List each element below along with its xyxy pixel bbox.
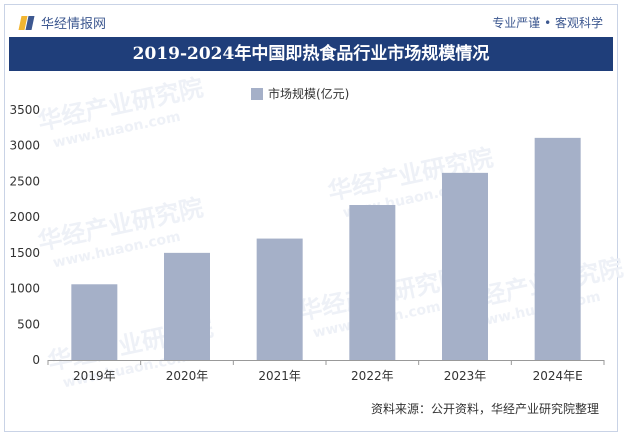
bar-2 <box>256 238 303 360</box>
bar-4 <box>442 172 488 360</box>
x-tick-label: 2019年 <box>73 369 116 383</box>
top-bar: 华经情报网 专业严谨 • 客观科学 <box>5 5 617 39</box>
x-tick-label: 2023年 <box>444 369 487 383</box>
x-tick-label: 2020年 <box>166 369 209 383</box>
x-tick-label: 2022年 <box>351 369 394 383</box>
y-tick-label: 0 <box>32 353 40 367</box>
legend-swatch <box>251 87 263 100</box>
x-tick-label: 2021年 <box>258 369 301 383</box>
y-tick-label: 1500 <box>9 246 40 260</box>
bar-3 <box>349 205 396 360</box>
y-tick-label: 3500 <box>9 103 40 117</box>
x-axis: 2019年 2020年 2021年 2022年 2023年 2024年E <box>47 360 605 383</box>
y-tick-label: 500 <box>17 317 40 331</box>
legend-label: 市场规模(亿元) <box>268 87 350 101</box>
bar-5 <box>534 137 581 360</box>
y-tick-label: 1000 <box>9 282 40 296</box>
source-note: 资料来源：公开资料，华经产业研究院整理 <box>370 402 599 416</box>
x-tick-label: 2024年E <box>533 369 583 383</box>
bars <box>71 137 581 360</box>
brand-name: 华经情报网 <box>41 17 107 32</box>
bar-1 <box>164 252 210 360</box>
brand: 华经情报网 <box>18 13 107 32</box>
slogan: 专业严谨 • 客观科学 <box>492 16 603 30</box>
y-tick-label: 2000 <box>9 210 40 224</box>
y-axis: 0 500 1000 1500 2000 2500 3000 3500 <box>9 103 40 367</box>
y-tick-label: 2500 <box>9 174 40 188</box>
bar-0 <box>71 284 118 360</box>
chart-title: 2019-2024年中国即热食品行业市场规模情况 <box>9 37 613 71</box>
legend: 市场规模(亿元) <box>251 85 349 102</box>
y-tick-label: 3000 <box>9 139 40 153</box>
